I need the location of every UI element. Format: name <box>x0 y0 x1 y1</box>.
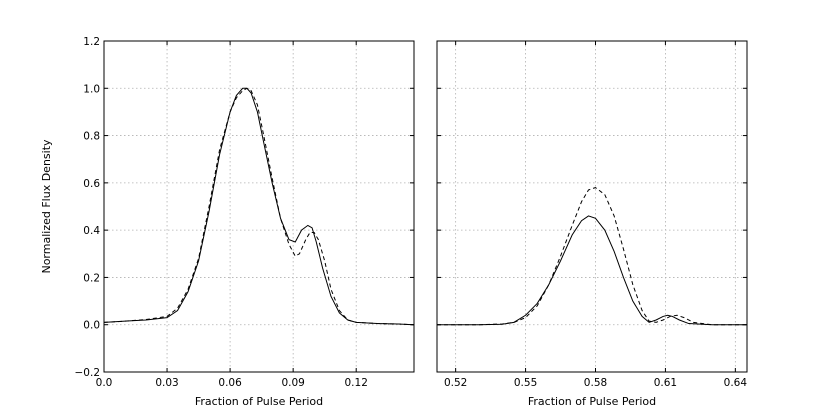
left-series-solid-line <box>103 87 415 326</box>
right-x-tick-label: 0.58 <box>584 377 607 389</box>
left-y-tick-label: 1.0 <box>83 83 100 95</box>
right-series-solid-line <box>437 215 747 326</box>
left-panel: 0.0 0.03 0.06 0.09 0.12−0.20.00.20.40.60.81.… <box>40 36 415 408</box>
right-series-dashed-line <box>437 187 747 326</box>
right-x-tick-label: 0.61 <box>654 377 677 389</box>
left-y-axis-label: Normalized Flux Density <box>40 139 53 274</box>
left-x-tick-label: 0.12 <box>345 377 368 389</box>
left-y-tick-label: 0.4 <box>83 225 100 237</box>
left-y-tick-label: 1.2 <box>83 36 100 48</box>
left-x-tick-label: 0.03 <box>155 377 178 389</box>
right-panel: 0.52 0.55 0.58 0.61 0.64 Fraction of Pulse Pe… <box>436 40 748 408</box>
left-y-tick-label: 0.6 <box>83 178 100 190</box>
left-series-dashed-line <box>103 87 415 326</box>
left-y-tick-label: 0.0 <box>83 320 100 332</box>
left-x-tick-label: 0.0 <box>96 377 113 389</box>
left-x-tick-label: 0.09 <box>281 377 304 389</box>
right-plot-frame <box>436 40 748 373</box>
left-y-tick-label: −0.2 <box>75 367 101 379</box>
left-plot-frame <box>103 40 415 373</box>
right-x-axis-label: Fraction of Pulse Period <box>528 395 656 408</box>
right-x-tick-label: 0.64 <box>724 377 748 389</box>
right-x-tick-label: 0.52 <box>444 377 467 389</box>
left-y-tick-label: 0.2 <box>83 272 100 284</box>
right-x-tick-label: 0.55 <box>514 377 537 389</box>
left-y-tick-label: 0.8 <box>83 131 100 143</box>
left-x-tick-label: 0.06 <box>218 377 242 389</box>
left-x-axis-label: Fraction of Pulse Period <box>195 395 323 408</box>
